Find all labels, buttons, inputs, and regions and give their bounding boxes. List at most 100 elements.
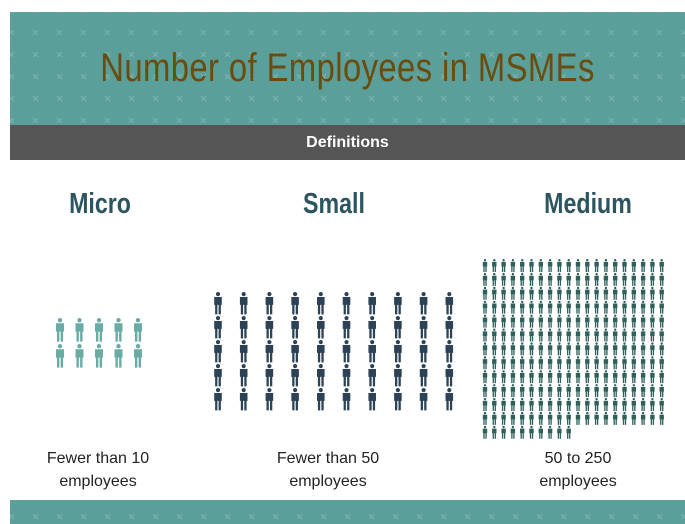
person-icon [291,388,299,411]
title: Number of Employees in MSMEs [100,46,595,90]
person-icon [575,356,581,370]
person-icon [622,356,627,370]
person-icon [214,315,222,339]
person-icon [575,258,581,272]
person-icon [492,356,497,370]
person-icon [520,342,525,356]
person-icon [640,300,646,314]
icons [56,258,664,439]
person-icon [575,411,581,425]
person-icon [482,384,488,398]
person-icon [640,314,646,328]
person-icon [482,258,488,272]
person-icon [585,314,590,328]
person-icon [482,272,488,286]
person-icon [394,388,402,411]
person-icon [239,316,248,339]
person-icon [547,286,553,300]
person-icon [95,318,103,342]
person-icon [134,317,142,342]
person-icon [482,342,488,356]
person-icon [419,388,428,411]
person-icon [613,328,618,342]
person-icon [650,328,655,342]
person-icon [650,370,655,384]
person-icon [547,342,553,356]
person-icon [603,286,609,300]
person-icon [594,272,599,286]
person-icon [265,387,274,411]
person-icon [520,286,525,300]
person-icon [603,342,609,356]
person-icon [510,342,516,356]
person-icon [622,342,627,356]
person-icon [291,316,299,339]
person-icon [510,314,516,328]
person-icon [631,370,636,384]
person-icon [75,318,84,342]
person-icon [659,300,664,314]
person-icon [622,370,627,384]
person-icon [640,286,646,300]
person-icon [547,356,553,370]
person-icon [214,291,222,315]
person-icon [640,342,646,356]
person-icon [520,411,525,425]
person-icon [482,328,488,342]
person-icon [538,314,543,328]
person-icon [659,286,664,300]
person-icon [482,370,488,384]
person-icon [640,384,646,398]
person-icon [622,272,627,286]
person-icon [529,384,534,398]
person-icon [265,291,274,315]
person-icon [538,258,543,272]
person-icon [613,370,618,384]
person-icon [291,364,299,387]
person-icon [650,411,655,425]
person-icon [56,318,64,342]
person-icon [557,272,562,286]
person-icon [214,339,222,363]
person-icon [603,398,609,411]
person-icon [659,398,664,411]
person-icon [520,370,525,384]
person-icon [547,411,553,425]
person-icon [538,398,543,411]
person-icon [622,328,627,342]
subtitle: Definitions [306,134,389,151]
person-icon [342,363,351,387]
person-icon [575,314,581,328]
person-icon [594,328,599,342]
person-icon [659,411,664,425]
person-icon [631,356,636,370]
person-icon [510,398,516,411]
person-icon [492,314,497,328]
person-icon [265,339,274,363]
person-icon [575,398,581,411]
person-icon [368,364,376,387]
person-icon [520,272,525,286]
person-icon [317,388,325,411]
person-icon [603,314,609,328]
person-icon [529,398,534,411]
person-icon [265,363,274,387]
person-icon [659,272,664,286]
person-icon [594,411,599,425]
person-icon [594,398,599,411]
person-icon [510,356,516,370]
person-icon [631,300,636,314]
person-icon [585,370,590,384]
person-icon [585,286,590,300]
person-icon [419,292,428,315]
person-icon [566,300,571,314]
person-icon [613,300,618,314]
person-icon [492,425,497,439]
person-icon [650,300,655,314]
person-icon [510,258,516,272]
group-name: Small [303,188,365,220]
person-icon [342,315,351,339]
person-icon [239,364,248,387]
person-icon [640,258,646,272]
